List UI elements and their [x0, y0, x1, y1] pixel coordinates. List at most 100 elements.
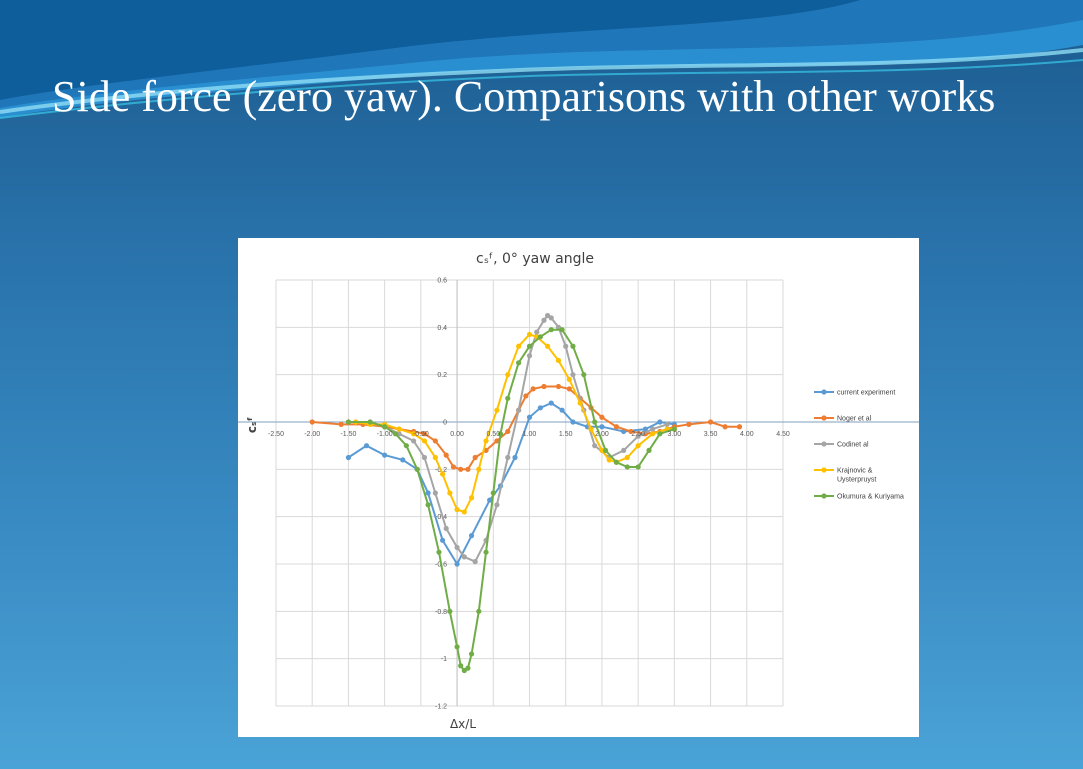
data-point [476, 608, 482, 614]
chart-panel: cₛᶠ, 0° yaw angle cₛᶠ Δx/L 0.6 0.4 0.2 0 -0.… [238, 238, 919, 737]
legend-swatch-marker [821, 493, 827, 499]
legend-swatch-marker [821, 389, 827, 395]
data-point [526, 343, 533, 349]
x-tick-label: -0.50 [413, 431, 429, 438]
data-point [646, 447, 652, 453]
x-tick-label: -2.00 [304, 431, 320, 438]
data-point [490, 490, 496, 496]
data-point [425, 502, 431, 508]
gridlines [238, 279, 919, 707]
data-point [468, 495, 475, 501]
data-point [432, 454, 438, 461]
x-tick-label: 1.00 [523, 431, 537, 438]
data-point [526, 331, 533, 338]
data-point [468, 533, 475, 539]
data-point [512, 454, 518, 461]
data-point [577, 400, 583, 406]
legend-swatch-marker [821, 441, 827, 447]
x-tick-label: 0.50 [486, 431, 500, 438]
y-tick-label: -0.8 [435, 609, 447, 616]
data-point [421, 438, 428, 444]
data-point [642, 426, 648, 432]
x-tick-label: 1.50 [559, 431, 573, 438]
data-point [650, 426, 656, 432]
x-tick-label: 3.00 [668, 431, 682, 438]
data-point [534, 329, 540, 335]
data-point [624, 454, 630, 461]
series-3 [345, 312, 670, 565]
data-point [454, 506, 460, 513]
data-point [624, 464, 630, 470]
x-tick-label: 4.00 [740, 431, 754, 438]
data-point [483, 549, 489, 555]
data-point [599, 414, 605, 420]
data-point [650, 431, 656, 437]
data-point [516, 343, 522, 349]
y-axis-label: cₛᶠ [245, 417, 259, 433]
y-tick-label: -1 [441, 656, 447, 663]
data-point [454, 644, 460, 650]
data-point [309, 419, 315, 425]
y-tick-label: 0.6 [437, 278, 447, 285]
data-point [392, 431, 399, 437]
series-line [348, 314, 668, 563]
x-axis-label: Δx/L [450, 717, 476, 731]
data-point [363, 443, 370, 449]
series-line [347, 401, 675, 567]
data-point [403, 443, 409, 449]
data-point [458, 466, 464, 472]
data-point [436, 549, 442, 555]
data-point [555, 357, 562, 364]
data-point [382, 424, 388, 430]
data-point [450, 464, 457, 470]
x-tick-label: -1.50 [340, 431, 356, 438]
data-point [592, 443, 598, 449]
header-wave-decoration [0, 0, 1083, 119]
data-point [526, 353, 533, 359]
data-point [487, 497, 493, 503]
data-point [686, 421, 692, 427]
x-tick-label: 0.00 [450, 431, 464, 438]
y-tick-label: 0 [443, 420, 447, 427]
series-5 [345, 327, 677, 674]
data-point [494, 502, 500, 508]
data-point [621, 447, 627, 453]
data-point [566, 386, 572, 392]
data-point [588, 426, 594, 432]
data-point [458, 663, 464, 669]
data-point [468, 651, 475, 657]
data-point [526, 414, 533, 420]
x-tick-labels: -2.50 -2.00 -1.50 -1.00 -0.50 0.00 0.50 1.00 1.5… [268, 431, 790, 438]
y-tick-label: -0.4 [435, 514, 447, 521]
x-tick-label: 3.50 [704, 431, 718, 438]
data-point [559, 327, 565, 333]
x-tick-label: 4.50 [776, 431, 790, 438]
y-tick-label: 0.2 [437, 372, 447, 379]
data-point [530, 386, 536, 392]
data-point [421, 454, 428, 461]
data-point [411, 431, 417, 437]
data-point [602, 447, 609, 453]
data-point [537, 334, 543, 340]
data-point [439, 471, 446, 477]
data-point [570, 343, 576, 349]
data-point [454, 561, 460, 567]
data-point [465, 466, 471, 472]
data-point [472, 559, 478, 565]
legend-label: Krajnovic & Uysterpruyst [837, 468, 876, 484]
data-point [494, 407, 500, 413]
data-point [592, 419, 598, 425]
data-point [537, 405, 543, 411]
data-point [613, 424, 620, 430]
legend-label: Codinet al [837, 442, 869, 449]
data-point [382, 452, 388, 458]
legend: current experiment Noger et al Codinet al K… [814, 389, 904, 501]
data-point [523, 393, 529, 399]
data-point [505, 372, 511, 378]
data-point [657, 419, 663, 425]
data-point [635, 464, 641, 470]
legend-swatch-marker [821, 415, 827, 421]
data-point [548, 315, 554, 321]
data-point [541, 317, 547, 323]
data-point [472, 454, 478, 461]
